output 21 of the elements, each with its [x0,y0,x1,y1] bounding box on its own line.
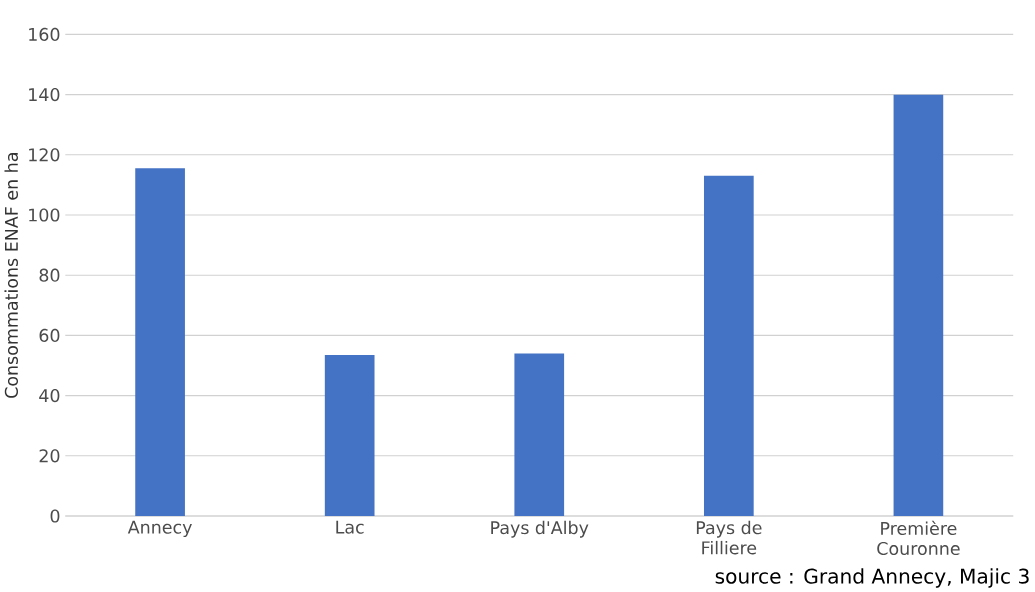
y-tick-label: 140 [29,87,60,101]
y-tick-label: 60 [39,328,60,342]
x-tick-label: Annecy [127,520,192,537]
x-tick-label: Lac [336,520,364,534]
bar [703,175,754,516]
x-tick-label: Pays d'Alby [491,520,589,538]
bar [135,168,185,516]
source-note: source : Grand Annecy, Majic 3 [715,567,1029,588]
bar [324,354,375,516]
y-axis-title: Consommations ENAF en ha [4,152,18,398]
x-tick-label: Pays de Filliere [696,520,762,555]
y-tick-label: 40 [39,388,60,402]
y-tick-label: 20 [39,448,60,463]
x-tick-label: Première Couronne [877,520,960,555]
y-tick-label: 100 [29,208,60,222]
y-tick-label: 160 [29,27,60,41]
bar [514,353,565,516]
y-tick-label: 120 [29,147,60,162]
bar [893,94,944,516]
y-tick-label: 0 [50,509,60,523]
y-tick-label: 80 [39,268,60,282]
